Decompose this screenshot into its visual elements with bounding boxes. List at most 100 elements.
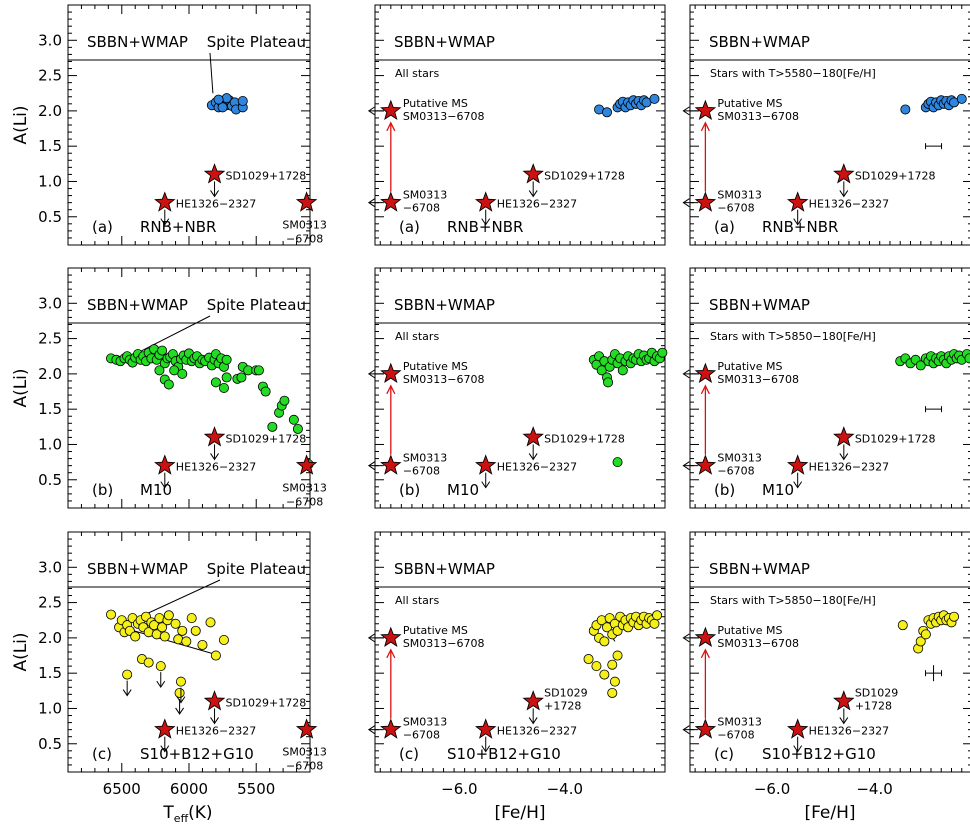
- bbn-label: SBBN+WMAP: [87, 296, 188, 314]
- data-point: [177, 368, 188, 379]
- panel-sample: RNB+NBR: [762, 218, 838, 236]
- star-marker: [694, 99, 717, 121]
- putative-ms-label: SM0313−6708: [403, 110, 485, 123]
- star-limit-arrow-head: [367, 461, 376, 471]
- panel-c-feh-all: −6.0 −4.0 SBBN+WMAP (c) S10+B12+G10 All stars…: [367, 531, 666, 798]
- star-limit-arrow-head: [682, 461, 690, 471]
- star-marker: [833, 690, 855, 711]
- star-marker: [474, 718, 497, 739]
- star-label-sm0313: −6708: [403, 202, 440, 215]
- star-limit-arrow-head: [528, 190, 538, 198]
- putative-ms-label: Putative MS: [403, 624, 468, 637]
- y-tick-label: 2.0: [38, 365, 62, 383]
- star-label-sm0313: SM0313: [717, 452, 761, 465]
- star-marker: [154, 454, 176, 475]
- star-marker: [694, 718, 717, 739]
- putative-ms-label: SM0313−6708: [717, 110, 799, 123]
- panel-sample: S10+B12+G10: [447, 745, 561, 763]
- star-marker: [380, 718, 402, 739]
- x-axis-label-teff: Teff(K): [162, 803, 212, 825]
- panel-letter: (a): [92, 218, 113, 236]
- data-point: [170, 618, 181, 629]
- star-marker: [833, 426, 855, 447]
- y-tick-label: 1.0: [38, 172, 62, 190]
- red-arrow-head: [386, 648, 396, 659]
- y-tick-label: 0.5: [38, 208, 62, 226]
- data-point: [186, 613, 197, 624]
- star-limit-arrow-head: [367, 725, 376, 735]
- putative-ms-label: Putative MS: [403, 97, 468, 110]
- star-label-sd1029: SD1029+1728: [544, 169, 625, 182]
- x-tick-label: −6.0: [441, 780, 477, 798]
- y-tick-label: 3.0: [38, 31, 62, 49]
- y-tick-label: 3.0: [38, 558, 62, 576]
- panel-sample: M10: [447, 481, 479, 499]
- data-point: [602, 107, 613, 118]
- spite-plateau-label: Spite Plateau: [207, 33, 306, 51]
- star-marker: [694, 454, 717, 475]
- all-stars-label: All stars: [395, 330, 439, 343]
- star-limit-arrow-head: [793, 745, 803, 753]
- putative-ms-label: Putative MS: [717, 624, 782, 637]
- data-point: [583, 654, 594, 665]
- data-point: [279, 395, 290, 406]
- panel-letter: (c): [92, 745, 112, 763]
- data-point: [213, 94, 224, 105]
- data-point: [159, 631, 170, 642]
- star-marker: [295, 191, 318, 212]
- x-axis-label-teff-sub: eff: [174, 812, 189, 825]
- teff-cut-label: Stars with T>5580−180[Fe/H]: [710, 67, 876, 80]
- panel-b-teff: 0.5 1.0 1.5 2.0 2.5 3.0 A(Li) SBBN+WMAP (b) M10 Sp…: [11, 267, 327, 509]
- y-tick-label: 2.0: [38, 629, 62, 647]
- star-label-sm0313: SM0313: [717, 189, 761, 202]
- data-point: [609, 676, 620, 687]
- red-arrow-head: [700, 648, 710, 659]
- data-point: [210, 377, 221, 388]
- star-label-he1326: HE1326−2327: [497, 198, 577, 211]
- star-marker: [694, 626, 717, 648]
- data-point: [612, 650, 623, 661]
- star-label-he1326: HE1326−2327: [176, 198, 256, 211]
- star-limit-arrow-head: [160, 745, 170, 753]
- y-tick-label: 3.0: [38, 294, 62, 312]
- limit-arrow-head: [156, 680, 166, 689]
- data-point: [210, 650, 221, 661]
- data-point: [174, 687, 185, 698]
- data-point: [218, 635, 229, 646]
- star-label-sm0313: −6708: [286, 760, 323, 773]
- data-point: [617, 365, 628, 376]
- data-point: [267, 421, 278, 432]
- all-stars-label: All stars: [395, 67, 439, 80]
- data-point: [603, 377, 614, 388]
- data-point: [157, 345, 168, 356]
- data-point: [607, 659, 618, 670]
- data-point: [900, 104, 911, 115]
- data-point: [956, 93, 967, 104]
- data-point: [143, 657, 154, 668]
- y-tick-label: 2.5: [38, 594, 62, 612]
- star-label-he1326: HE1326−2327: [497, 461, 577, 474]
- star-limit-arrow-head: [682, 633, 690, 643]
- star-marker: [786, 718, 809, 739]
- star-label-sm0313: −6708: [286, 233, 323, 246]
- star-limit-arrow-head: [367, 633, 376, 643]
- star-marker: [833, 163, 855, 184]
- data-point: [949, 611, 960, 622]
- bbn-label: SBBN+WMAP: [394, 560, 495, 578]
- data-point: [236, 372, 247, 383]
- data-point: [197, 639, 208, 650]
- data-point: [221, 354, 232, 365]
- data-point: [163, 379, 174, 390]
- spite-pointer: [137, 315, 211, 354]
- data-point: [649, 618, 660, 629]
- panel-letter: (b): [714, 481, 735, 499]
- putative-ms-label: SM0313−6708: [403, 637, 485, 650]
- y-tick-label: 1.0: [38, 699, 62, 717]
- star-label-sm0313: −6708: [403, 465, 440, 478]
- x-tick-label: 6000: [170, 780, 208, 798]
- star-label-sd1029: +1728: [544, 699, 581, 712]
- x-tick-label: 5500: [237, 780, 275, 798]
- data-point: [221, 372, 232, 383]
- panel-letter: (c): [399, 745, 419, 763]
